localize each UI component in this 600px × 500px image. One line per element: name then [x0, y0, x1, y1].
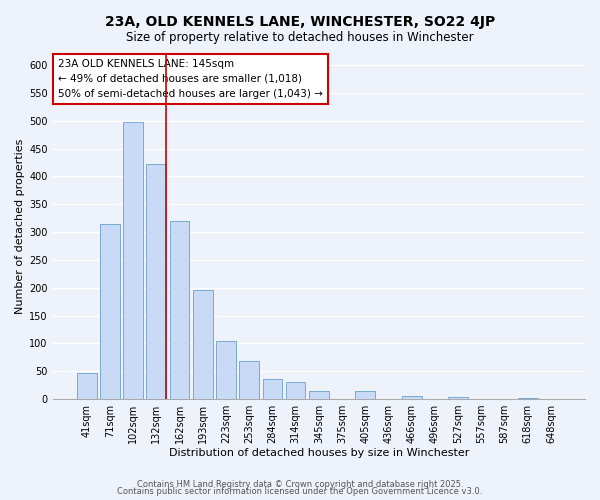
Bar [146, 164, 166, 399]
Bar [123, 122, 143, 399]
Bar [355, 391, 375, 399]
Bar [100, 224, 120, 399]
Text: 23A, OLD KENNELS LANE, WINCHESTER, SO22 4JP: 23A, OLD KENNELS LANE, WINCHESTER, SO22 … [105, 15, 495, 29]
X-axis label: Distribution of detached houses by size in Winchester: Distribution of detached houses by size … [169, 448, 469, 458]
Bar [518, 398, 538, 399]
Text: Size of property relative to detached houses in Winchester: Size of property relative to detached ho… [126, 31, 474, 44]
Bar [216, 340, 236, 399]
Bar [239, 360, 259, 399]
Bar [402, 396, 422, 399]
Bar [193, 290, 212, 399]
Bar [263, 379, 282, 399]
Text: 23A OLD KENNELS LANE: 145sqm
← 49% of detached houses are smaller (1,018)
50% of: 23A OLD KENNELS LANE: 145sqm ← 49% of de… [58, 59, 323, 99]
Text: Contains HM Land Registry data © Crown copyright and database right 2025.: Contains HM Land Registry data © Crown c… [137, 480, 463, 489]
Bar [170, 221, 190, 399]
Text: Contains public sector information licensed under the Open Government Licence v3: Contains public sector information licen… [118, 487, 482, 496]
Bar [286, 382, 305, 399]
Bar [77, 374, 97, 399]
Y-axis label: Number of detached properties: Number of detached properties [15, 139, 25, 314]
Bar [309, 391, 329, 399]
Bar [448, 396, 468, 399]
